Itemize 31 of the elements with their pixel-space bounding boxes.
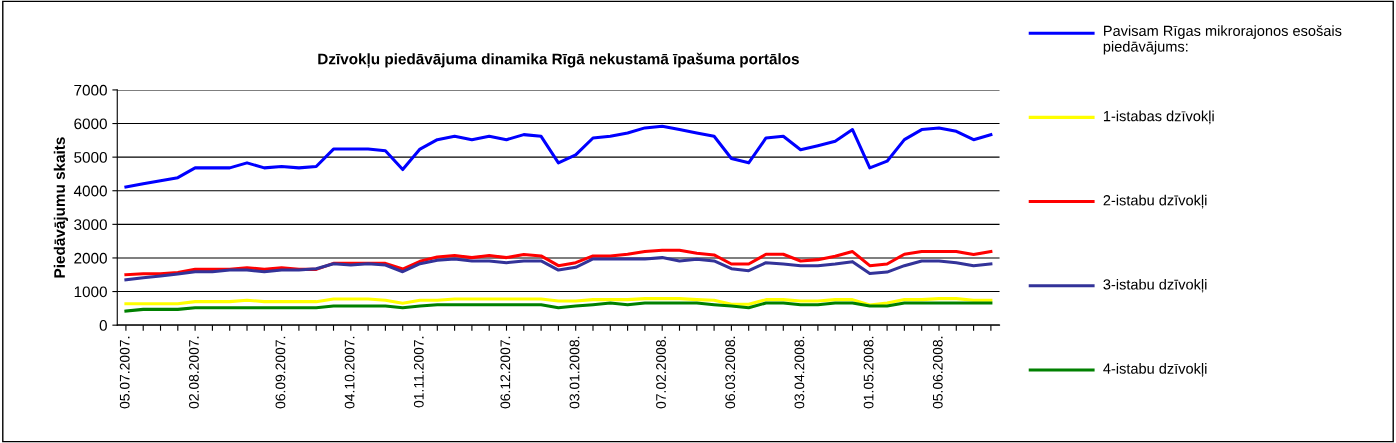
legend-label: Pavisam Rīgas mikrorajonos esošais piedāvājums: bbox=[1103, 25, 1342, 55]
x-tick-label: 03.04.2008. bbox=[794, 336, 805, 409]
y-tick-label: 6000 bbox=[74, 118, 107, 130]
y-axis-title: Piedāvājumu skaits bbox=[53, 137, 68, 278]
line-series bbox=[124, 124, 993, 189]
y-tick-label: 1000 bbox=[74, 286, 107, 298]
y-tick-label: 7000 bbox=[74, 84, 107, 96]
x-tick-label: 06.03.2008. bbox=[725, 336, 736, 409]
line-series bbox=[124, 297, 993, 307]
legend-label: 4-istabu dzīvokļi bbox=[1103, 363, 1207, 377]
legend-label: 3-istabu dzīvokļi bbox=[1103, 278, 1207, 293]
x-tick-label: 02.08.2007. bbox=[189, 336, 199, 409]
y-tick-label: 5000 bbox=[74, 152, 107, 163]
y-tick-label: 2000 bbox=[74, 252, 107, 264]
legend-label: 1-istabas dzīvokļi bbox=[1103, 110, 1214, 125]
x-tick-label: 05.07.2007. bbox=[119, 336, 130, 409]
x-tick-label: 06.09.2007. bbox=[275, 336, 286, 409]
x-tick-label: 03.01.2008. bbox=[569, 336, 580, 409]
y-tick-label: 3000 bbox=[74, 219, 107, 231]
x-tick-label: 06.12.2007. bbox=[500, 336, 511, 409]
y-tick-label: 0 bbox=[99, 320, 107, 331]
x-tick-label: 01.05.2008. bbox=[863, 336, 874, 409]
x-tick-label: 04.10.2007. bbox=[344, 336, 355, 409]
y-tick-label: 4000 bbox=[73, 185, 107, 197]
x-tick-label: 07.02.2008. bbox=[656, 336, 666, 409]
legend-label: 2-istabu dzīvokļi bbox=[1103, 194, 1207, 209]
line-series bbox=[124, 256, 993, 282]
chart-title: Dzīvokļu piedāvājuma dinamika Rīgā nekustamā īpašuma portālos bbox=[318, 52, 799, 68]
x-tick-label: 05.06.2008. bbox=[932, 336, 943, 409]
x-tick-label: 01.11.2007. bbox=[413, 336, 424, 408]
line-series bbox=[124, 301, 993, 313]
